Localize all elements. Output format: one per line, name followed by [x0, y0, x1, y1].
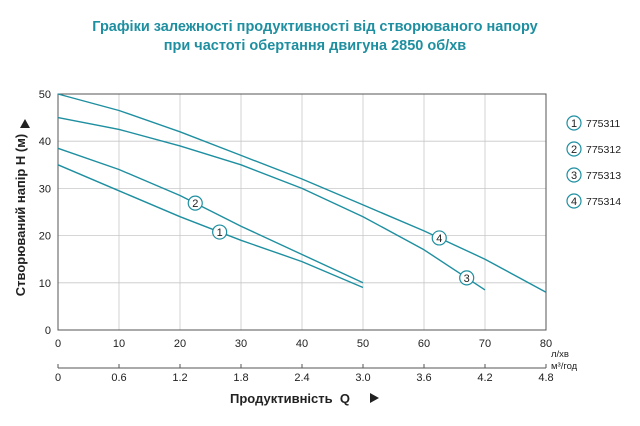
- x2-tick-label: 3.6: [416, 372, 431, 384]
- x-unit-label: л/хв: [551, 349, 569, 360]
- series-markers: 1 2 3 4: [187, 195, 475, 286]
- legend-marker-label: 1: [571, 118, 577, 130]
- legend-marker-1: [566, 115, 582, 131]
- legend-marker-2: [566, 141, 582, 157]
- x-axis-label: Продуктивність Q: [230, 391, 350, 406]
- legend-marker-label: 4: [571, 196, 577, 208]
- y-tick-label: 20: [39, 231, 51, 243]
- y-tick-label: 10: [39, 278, 51, 290]
- x-tick-label: 60: [418, 338, 430, 350]
- series-marker-label: 3: [464, 273, 470, 285]
- x2-unit-label: м³/год: [551, 361, 578, 372]
- legend-marker-label: 3: [571, 170, 577, 182]
- x-tick-label: 20: [174, 338, 186, 350]
- x-tick-label: 0: [55, 338, 61, 350]
- x2-tick-label: 0: [55, 372, 61, 384]
- y-tick-labels: 0 10 20 30 40 50: [39, 89, 51, 337]
- x2-tick-label: 4.8: [538, 372, 553, 384]
- legend-entry-label: 775313: [586, 170, 621, 182]
- grid: [57, 93, 547, 331]
- legend-entry-label: 775314: [586, 196, 621, 208]
- x-tick-label: 40: [296, 338, 308, 350]
- chart-title: Графіки залежності продуктивності від ст…: [92, 19, 537, 35]
- series-marker-2: [187, 195, 203, 211]
- y-tick-label: 0: [45, 325, 51, 337]
- series-marker-1: [212, 224, 228, 240]
- x2-tick-labels: 0 0.6 1.2 1.8 2.4 3.0 3.6 4.2 4.8: [55, 364, 554, 384]
- series-marker-label: 1: [217, 227, 223, 239]
- x2-tick-label: 1.2: [172, 372, 187, 384]
- x2-tick-label: 1.8: [233, 372, 248, 384]
- y-tick-label: 50: [39, 89, 51, 101]
- x2-tick-label: 3.0: [355, 372, 370, 384]
- x2-tick-label: 4.2: [477, 372, 492, 384]
- x-tick-label: 50: [357, 338, 369, 350]
- series-line-3: [57, 116, 486, 291]
- y-tick-label: 30: [39, 183, 51, 195]
- x2-tick-label: 0.6: [111, 372, 126, 384]
- series-group: [57, 93, 547, 293]
- legend-entry-label: 775311: [586, 118, 620, 130]
- legend: 1 775311 2 775312 3 775313 4 775314: [566, 115, 621, 209]
- x-axis-arrow-icon: [370, 393, 379, 403]
- legend-marker-label: 2: [571, 144, 577, 156]
- series-line-1: [57, 164, 364, 289]
- chart-subtitle: при частоті обертання двигуна 2850 об/хв: [164, 38, 467, 54]
- series-marker-label: 4: [436, 233, 442, 245]
- legend-marker-4: [566, 193, 582, 209]
- x-tick-label: 80: [540, 338, 552, 350]
- x-tick-labels: 0 10 20 30 40 50 60 70 80: [55, 338, 552, 350]
- plot-frame: [57, 93, 547, 331]
- legend-marker-3: [566, 167, 582, 183]
- x2-tick-label: 2.4: [294, 372, 309, 384]
- x-tick-label: 30: [235, 338, 247, 350]
- x-tick-label: 70: [479, 338, 491, 350]
- legend-entry-label: 775312: [586, 144, 621, 156]
- y-axis-label: Створюваний напір H (м): [13, 134, 28, 296]
- series-marker-label: 2: [192, 198, 198, 210]
- y-tick-label: 40: [39, 136, 51, 148]
- y-axis-arrow-icon: [20, 119, 30, 128]
- series-line-2: [57, 147, 364, 284]
- series-marker-4: [431, 230, 447, 246]
- series-marker-3: [459, 270, 475, 286]
- series-line-4: [57, 93, 547, 293]
- x-tick-label: 10: [113, 338, 125, 350]
